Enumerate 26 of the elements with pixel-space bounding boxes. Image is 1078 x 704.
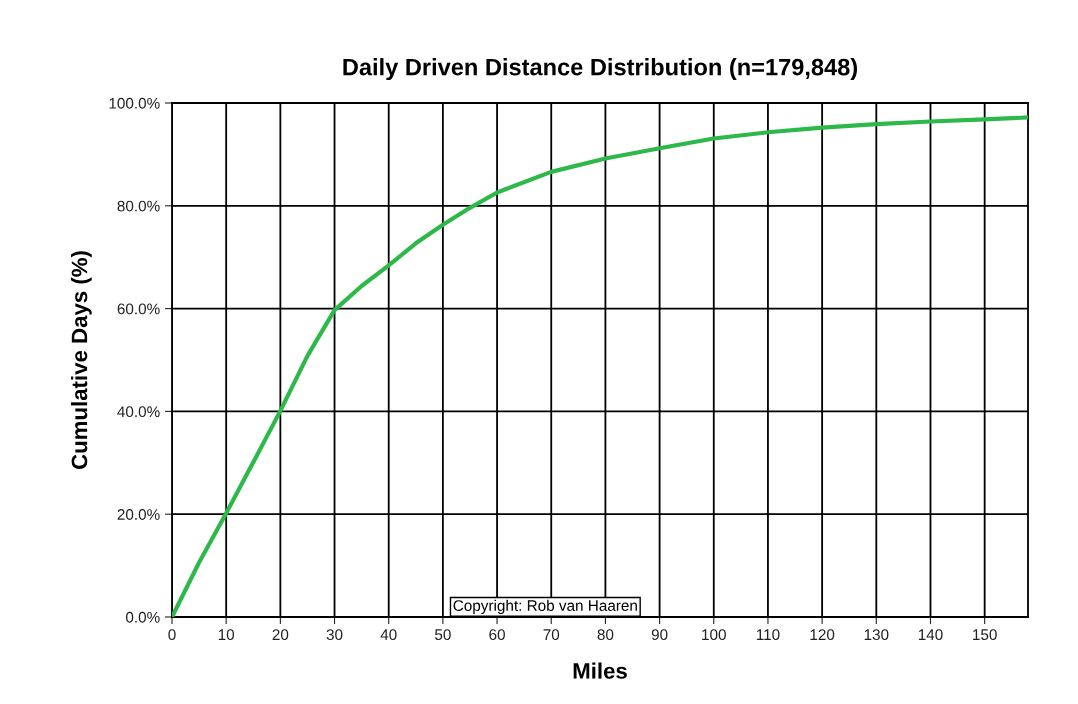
x-axis-title: Miles	[573, 662, 627, 679]
chart-title: Daily Driven Distance Distribution (n=179,848)	[343, 58, 858, 81]
x-tick-label: 90	[651, 629, 668, 641]
x-tick-label: 60	[489, 629, 505, 641]
x-tick-label: 110	[756, 629, 780, 641]
y-tick-label: 100.0%	[109, 97, 160, 109]
x-tick-label: 30	[326, 629, 343, 641]
y-tick-label: 20.0%	[117, 509, 160, 520]
annotation: Copyright: Rob van Haaren	[453, 599, 637, 614]
y-tick-label: 40.0%	[117, 406, 160, 418]
y-tick-label: 80.0%	[117, 200, 160, 212]
x-tick-label: 50	[435, 629, 451, 641]
x-tick-label: 70	[543, 629, 560, 641]
x-tick-label: 100	[702, 629, 726, 641]
x-tick-label: 10	[218, 629, 235, 641]
y-tick-label: 0.0%	[125, 611, 160, 623]
x-tick-label: 120	[810, 629, 835, 641]
x-tick-label: 150	[973, 629, 997, 641]
x-tick-label: 0	[168, 629, 176, 641]
x-tick-label: 80	[597, 629, 614, 641]
y-tick-label: 60.0%	[117, 303, 160, 315]
x-tick-label: 20	[272, 629, 289, 641]
x-tick-label: 40	[380, 629, 397, 641]
x-tick-label: 140	[918, 629, 943, 641]
x-tick-label: 130	[864, 629, 889, 641]
y-axis-title: Cumulative Days (%)	[71, 251, 92, 469]
